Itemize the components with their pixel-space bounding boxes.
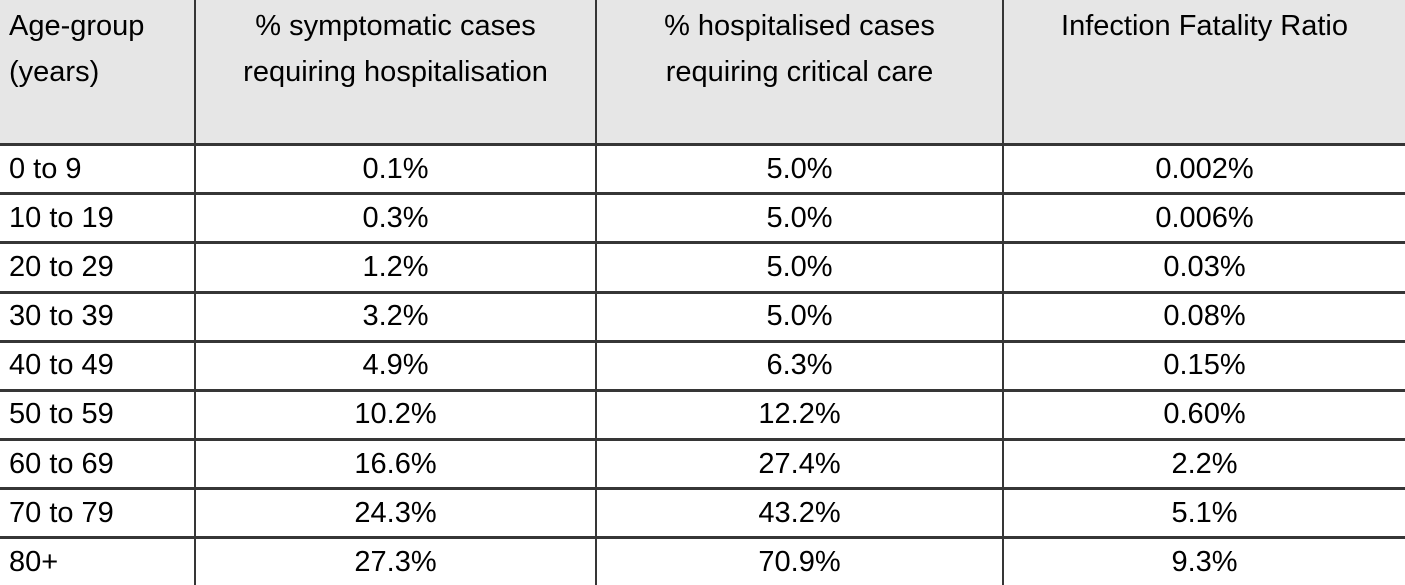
cell-age-group: 80+ [0,537,196,585]
header-row: Age-group (years) % symptomatic cases re… [0,0,1405,146]
cell-age-group: 30 to 39 [0,292,196,343]
cell-symptomatic-hospitalisation: 0.1% [195,144,597,196]
cell-hospitalised-critical-care: 27.4% [596,439,1004,491]
cell-symptomatic-hospitalisation: 3.2% [195,292,597,343]
cell-age-group: 20 to 29 [0,242,196,294]
cell-infection-fatality-ratio: 0.60% [1003,390,1405,442]
cell-hospitalised-critical-care: 12.2% [596,390,1004,442]
cell-symptomatic-hospitalisation: 16.6% [195,439,597,491]
cell-infection-fatality-ratio: 9.3% [1003,537,1405,585]
cell-hospitalised-critical-care: 43.2% [596,488,1004,540]
table-row: 0 to 9 0.1% 5.0% 0.002% [0,144,1405,196]
cell-infection-fatality-ratio: 0.006% [1003,193,1405,245]
cell-hospitalised-critical-care: 6.3% [596,341,1004,392]
cell-symptomatic-hospitalisation: 27.3% [195,537,597,585]
table-row: 60 to 69 16.6% 27.4% 2.2% [0,439,1405,491]
cell-infection-fatality-ratio: 0.002% [1003,144,1405,196]
cell-age-group: 10 to 19 [0,193,196,245]
column-header-hospitalised-critical-care: % hospitalised cases requiring critical … [596,0,1004,146]
cell-symptomatic-hospitalisation: 10.2% [195,390,597,442]
cell-infection-fatality-ratio: 2.2% [1003,439,1405,491]
cell-hospitalised-critical-care: 70.9% [596,537,1004,585]
cell-symptomatic-hospitalisation: 24.3% [195,488,597,540]
cell-infection-fatality-ratio: 0.08% [1003,292,1405,343]
table-row: 40 to 49 4.9% 6.3% 0.15% [0,341,1405,392]
table-row: 10 to 19 0.3% 5.0% 0.006% [0,193,1405,245]
column-header-infection-fatality-ratio: Infection Fatality Ratio [1003,0,1405,146]
cell-infection-fatality-ratio: 0.03% [1003,242,1405,294]
cell-infection-fatality-ratio: 0.15% [1003,341,1405,392]
cell-symptomatic-hospitalisation: 1.2% [195,242,597,294]
table-row: 80+ 27.3% 70.9% 9.3% [0,537,1405,585]
cell-symptomatic-hospitalisation: 4.9% [195,341,597,392]
column-header-age-group: Age-group (years) [0,0,196,146]
table-row: 30 to 39 3.2% 5.0% 0.08% [0,292,1405,343]
cell-age-group: 50 to 59 [0,390,196,442]
cell-symptomatic-hospitalisation: 0.3% [195,193,597,245]
cell-age-group: 70 to 79 [0,488,196,540]
table-row: 20 to 29 1.2% 5.0% 0.03% [0,242,1405,294]
cell-hospitalised-critical-care: 5.0% [596,292,1004,343]
cell-infection-fatality-ratio: 5.1% [1003,488,1405,540]
cell-hospitalised-critical-care: 5.0% [596,242,1004,294]
cell-age-group: 60 to 69 [0,439,196,491]
column-header-symptomatic-hospitalisation: % symptomatic cases requiring hospitalis… [195,0,597,146]
table-row: 50 to 59 10.2% 12.2% 0.60% [0,390,1405,442]
cell-hospitalised-critical-care: 5.0% [596,193,1004,245]
cell-age-group: 40 to 49 [0,341,196,392]
cell-hospitalised-critical-care: 5.0% [596,144,1004,196]
cell-age-group: 0 to 9 [0,144,196,196]
table-row: 70 to 79 24.3% 43.2% 5.1% [0,488,1405,540]
